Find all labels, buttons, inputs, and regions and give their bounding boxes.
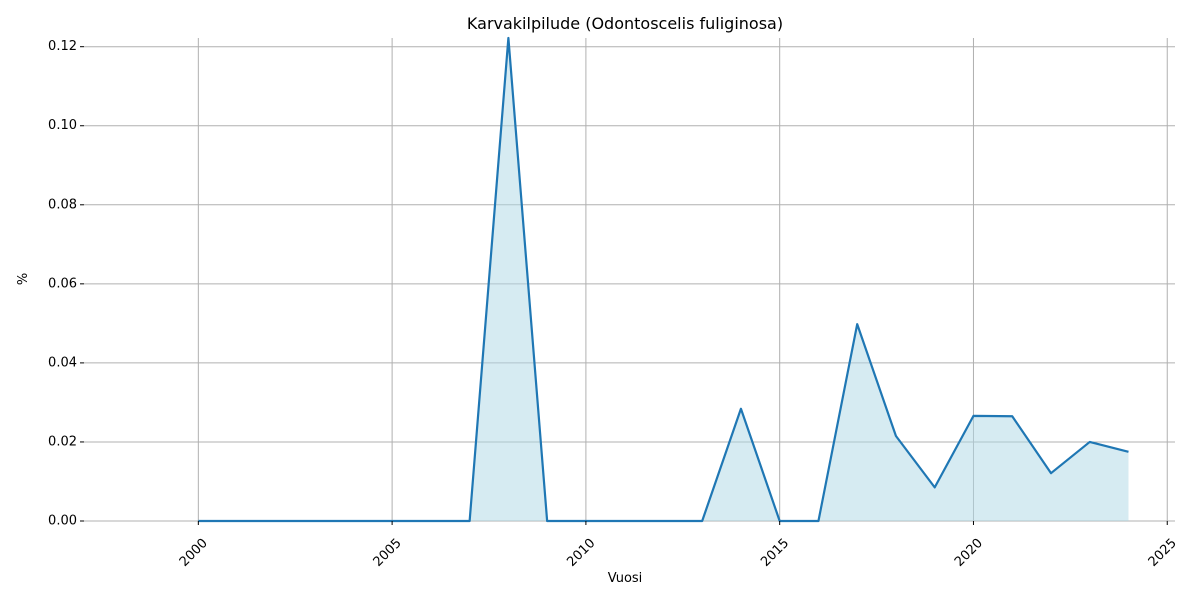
area-fill — [198, 38, 1129, 521]
x-tick-label: 2025 — [1146, 536, 1180, 570]
data-point — [274, 519, 278, 523]
data-point — [1126, 450, 1130, 454]
data-point — [468, 519, 472, 523]
x-axis-ticks: 2000 2005 2010 2015 2020 2025 — [177, 521, 1180, 570]
data-point — [700, 519, 704, 523]
y-tick-label: 0.04 — [48, 355, 77, 370]
x-tick-label: 2020 — [952, 536, 986, 570]
data-point — [1049, 471, 1053, 475]
data-point — [1010, 414, 1014, 418]
data-point — [855, 322, 859, 326]
data-point — [545, 519, 549, 523]
y-tick-label: 0.08 — [48, 197, 77, 212]
data-point — [313, 519, 317, 523]
y-tick-label: 0.00 — [48, 514, 77, 529]
y-axis-ticks: 0.00 0.02 0.04 0.06 0.08 0.10 0.12 — [48, 39, 84, 529]
x-tick-label: 2010 — [564, 536, 598, 570]
y-tick-label: 0.02 — [48, 434, 77, 449]
data-point — [506, 36, 510, 40]
data-point — [739, 407, 743, 411]
data-point — [429, 519, 433, 523]
data-point — [351, 519, 355, 523]
x-axis-label: Vuosi — [608, 571, 643, 586]
y-tick-label: 0.10 — [48, 118, 77, 133]
data-point — [816, 519, 820, 523]
data-point — [933, 485, 937, 489]
data-point — [971, 414, 975, 418]
data-point — [235, 519, 239, 523]
data-point — [661, 519, 665, 523]
series-line — [198, 36, 1129, 523]
data-point — [1088, 440, 1092, 444]
x-tick-label: 2005 — [371, 536, 405, 570]
data-point — [894, 434, 898, 438]
x-tick-label: 2000 — [177, 536, 211, 570]
y-axis-label: % — [16, 273, 31, 285]
y-tick-label: 0.12 — [48, 39, 77, 54]
x-tick-label: 2015 — [758, 536, 792, 570]
data-point — [623, 519, 627, 523]
chart-title: Karvakilpilude (Odontoscelis fuliginosa) — [467, 14, 783, 33]
y-tick-label: 0.06 — [48, 276, 77, 291]
